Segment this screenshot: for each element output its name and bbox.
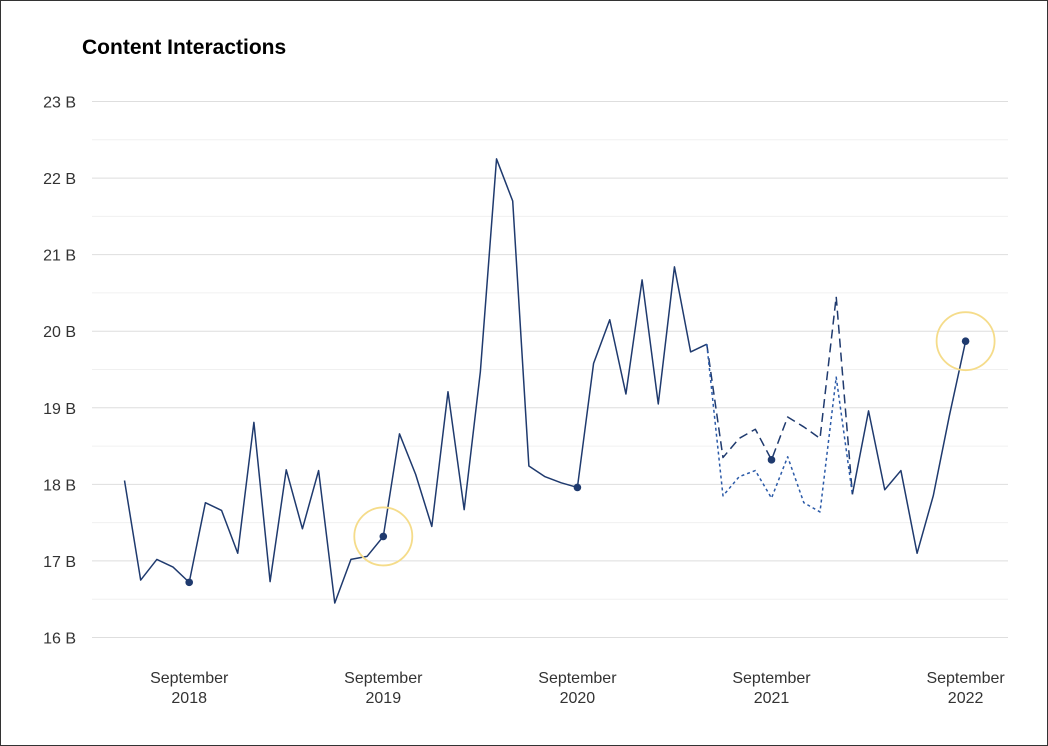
y-tick-label: 16 B: [43, 631, 76, 648]
minor-gridlines: [92, 139, 1008, 600]
data-point-marker: [379, 532, 388, 541]
x-tick-month: September: [926, 670, 1005, 687]
series-line-solid: [851, 341, 967, 555]
x-tick-month: September: [732, 670, 811, 687]
x-tick-year: 2019: [366, 690, 402, 707]
x-tick-year: 2018: [171, 690, 207, 707]
highlight-circles: [353, 311, 996, 567]
data-point-marker: [767, 456, 776, 464]
y-tick-label: 22 B: [43, 171, 76, 188]
data-point-marker: [185, 578, 193, 587]
x-tick: September 2020: [538, 670, 617, 707]
series-lines: [123, 158, 967, 604]
x-tick: September 2021: [732, 670, 811, 707]
data-point-marker: [961, 337, 970, 345]
y-tick-label: 20 B: [43, 324, 76, 341]
highlight-ring: [935, 311, 996, 372]
y-tick-label: 19 B: [43, 401, 76, 418]
y-tick-label: 21 B: [43, 248, 76, 265]
x-tick: September 2019: [344, 670, 423, 707]
y-tick-label: 18 B: [43, 477, 76, 494]
x-tick: September 2022: [926, 670, 1005, 707]
x-tick: September 2018: [150, 670, 229, 707]
x-tick-year: 2021: [754, 690, 790, 707]
data-markers: [185, 337, 970, 587]
series-line-solid: [123, 158, 708, 604]
data-point-marker: [573, 483, 582, 492]
y-tick-label: 17 B: [43, 554, 76, 571]
major-gridlines: [92, 101, 1008, 638]
x-tick-month: September: [344, 670, 423, 687]
x-tick-month: September: [538, 670, 617, 687]
x-tick-year: 2020: [560, 690, 596, 707]
chart-title: Content Interactions: [82, 36, 287, 59]
x-tick-year: 2022: [948, 690, 984, 707]
series-line-dashed: [706, 296, 854, 495]
y-tick-label: 23 B: [43, 95, 76, 112]
x-axis: September2018September2019September2020S…: [150, 670, 1005, 707]
x-tick-month: September: [150, 670, 229, 687]
highlight-ring: [353, 506, 414, 567]
y-axis: 16 B 17 B 18 B 19 B 20 B 21 B 22 B 23 B: [43, 95, 76, 648]
series-line-dotted: [706, 344, 854, 513]
